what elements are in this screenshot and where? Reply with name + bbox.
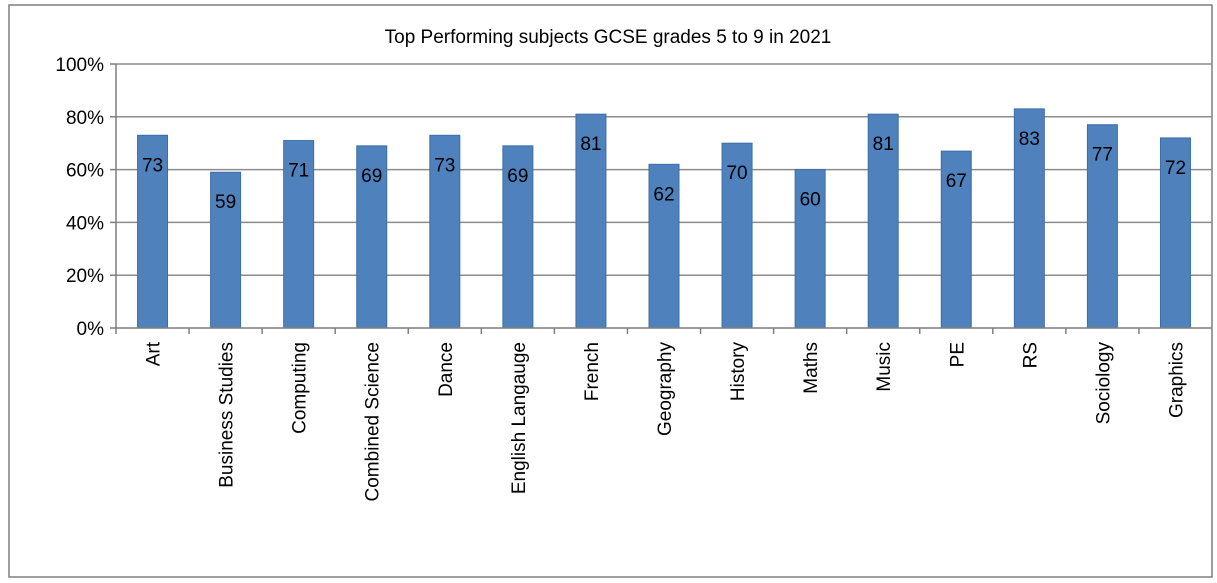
data-label: 59 [215, 192, 236, 213]
x-tick-label: French [582, 342, 603, 401]
x-tick-label: Art [144, 341, 165, 366]
x-tick-label: RS [1020, 342, 1041, 368]
x-tick-label: Dance [436, 342, 457, 397]
data-label: 67 [946, 171, 967, 192]
bar [1159, 137, 1191, 329]
bar [210, 171, 242, 329]
data-label: 69 [507, 166, 528, 187]
y-tick-label: 100% [55, 55, 104, 76]
data-label: 81 [873, 134, 894, 155]
x-tick-label: Computing [290, 342, 311, 434]
chart-border [8, 4, 1213, 578]
bar [1013, 108, 1045, 329]
x-tick-label: PE [947, 342, 968, 367]
bar [356, 145, 388, 329]
x-tick-label: Sociology [1093, 342, 1114, 425]
x-axis-tick-labels: Art Business Studies Computing Combined Sci… [144, 341, 1188, 501]
y-tick-label: 80% [66, 108, 104, 129]
data-label: 60 [800, 190, 821, 211]
y-tick-label: 60% [66, 161, 104, 182]
x-tick-label: Music [874, 342, 895, 392]
bar [502, 145, 534, 329]
chart-title: Top Performing subjects GCSE grades 5 to… [385, 27, 832, 48]
x-tick-label: Geography [655, 342, 676, 437]
bar [648, 163, 680, 329]
bar [575, 113, 607, 329]
y-tick-label: 0% [77, 319, 105, 340]
bars [137, 108, 1191, 329]
y-tick-label: 40% [66, 213, 104, 234]
bar [794, 169, 826, 329]
data-label: 73 [434, 155, 455, 176]
bar [283, 140, 315, 329]
data-label: 83 [1019, 129, 1040, 150]
axes [110, 63, 1212, 334]
x-tick-label: History [728, 342, 749, 402]
bar [721, 142, 753, 329]
x-tick-label: English Langauge [509, 342, 530, 494]
data-label: 77 [1092, 145, 1113, 166]
data-label: 69 [361, 166, 382, 187]
bar [867, 113, 899, 329]
bar [429, 134, 461, 329]
data-label: 72 [1165, 158, 1186, 179]
x-tick-label: Business Studies [217, 342, 238, 488]
data-label: 71 [288, 161, 309, 182]
y-axis-tick-labels: 0% 20% 40% 60% 80% 100% [55, 55, 104, 340]
data-labels: 73 59 71 69 73 69 81 62 70 60 81 67 83 77 72 [142, 129, 1186, 213]
data-label: 73 [142, 155, 163, 176]
bar [940, 150, 972, 329]
data-label: 70 [726, 163, 747, 184]
data-label: 81 [580, 134, 601, 155]
x-tick-label: Maths [801, 342, 822, 394]
bar [1086, 124, 1118, 329]
y-tick-label: 20% [66, 266, 104, 287]
x-tick-label: Graphics [1166, 342, 1187, 418]
data-label: 62 [653, 184, 674, 205]
x-tick-label: Combined Science [363, 342, 384, 501]
